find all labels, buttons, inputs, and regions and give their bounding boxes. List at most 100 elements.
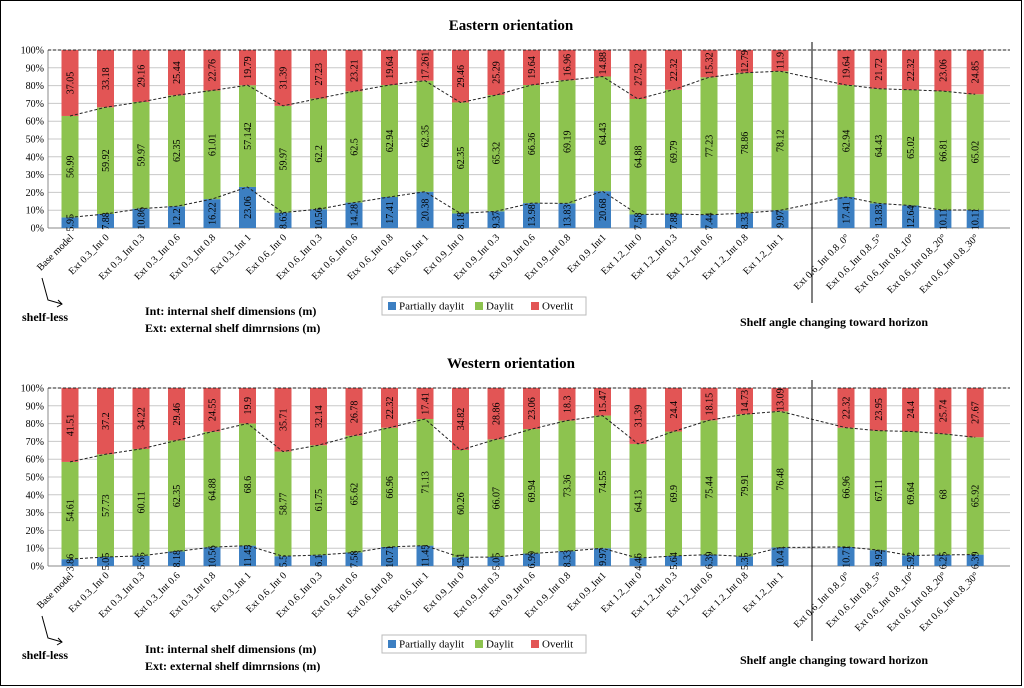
data-label-daylit: 57.142: [243, 122, 254, 150]
data-label-partially-daylit: 4.46: [634, 553, 645, 571]
bar-overlit: [168, 388, 185, 441]
bar-overlit: [902, 388, 920, 432]
data-label-daylit: 59.97: [279, 148, 290, 171]
trend-line-partially-daylit: [69, 186, 976, 218]
bar-overlit: [97, 388, 114, 455]
y-tick-label: 60%: [26, 117, 44, 128]
legend-label: Partially daylit: [399, 639, 464, 651]
data-label-partially-daylit: 6.1: [314, 554, 325, 567]
data-label-overlit: 31.39: [279, 67, 290, 90]
data-label-overlit: 17.261: [421, 52, 432, 80]
data-label-daylit: 73.36: [563, 475, 574, 498]
angle-note: Shelf angle changing toward horizon: [740, 315, 928, 329]
y-tick-label: 70%: [26, 99, 44, 110]
y-tick-label: 0%: [31, 224, 44, 235]
data-label-daylit: 68: [938, 489, 949, 499]
bar-daylit: [381, 427, 398, 547]
bar-partially-daylit: [629, 214, 647, 228]
data-label-partially-daylit: 17.41: [842, 201, 853, 224]
data-label-partially-daylit: 5.35: [740, 552, 751, 570]
bar-partially-daylit: [934, 554, 952, 566]
bar-partially-daylit: [452, 557, 469, 566]
data-label-overlit: 22.32: [385, 397, 396, 420]
bar-overlit: [558, 50, 576, 81]
bar-overlit: [310, 388, 327, 446]
bar-overlit: [203, 388, 221, 432]
bar-daylit: [629, 443, 647, 559]
y-tick-label: 100%: [21, 46, 44, 57]
data-label-overlit: 25.44: [172, 61, 183, 84]
data-label-partially-daylit: 8.92: [874, 549, 885, 567]
data-label-partially-daylit: 5.95: [66, 214, 77, 232]
bar-partially-daylit: [558, 551, 576, 566]
data-label-daylit: 66.81: [938, 139, 949, 162]
data-label-partially-daylit: 6.25: [938, 552, 949, 570]
data-label-daylit: 59.97: [137, 144, 148, 167]
data-label-overlit: 11.9: [776, 52, 787, 69]
bar-overlit: [97, 50, 114, 108]
bar-overlit: [665, 50, 682, 90]
chart-title: Western orientation: [447, 356, 576, 372]
data-label-overlit: 24.55: [208, 399, 219, 422]
legend-swatch: [531, 302, 539, 310]
bar-daylit: [168, 440, 185, 552]
bar-overlit: [771, 50, 789, 72]
bar-partially-daylit: [487, 557, 505, 566]
data-label-overlit: 29.16: [137, 65, 148, 88]
legend-label: Overlit: [542, 301, 573, 313]
bar-daylit: [934, 433, 952, 555]
bar-overlit: [934, 50, 952, 92]
data-label-partially-daylit: 4.91: [456, 553, 467, 571]
data-label-daylit: 69.9: [669, 485, 680, 503]
bar-overlit: [381, 388, 398, 428]
bar-overlit: [902, 50, 920, 90]
bar-partially-daylit: [966, 554, 984, 566]
bar-overlit: [594, 50, 611, 77]
bar-overlit: [966, 50, 984, 95]
ext-definition: Ext: external shelf dimrnsions (m): [145, 321, 320, 335]
bar-daylit: [381, 84, 398, 198]
data-label-overlit: 23.06: [938, 59, 949, 82]
bar-daylit: [452, 449, 469, 558]
bar-daylit: [61, 461, 79, 560]
data-label-overlit: 27.52: [634, 63, 645, 86]
data-label-partially-daylit: 11.45: [421, 545, 432, 567]
data-label-daylit: 62.35: [421, 125, 432, 148]
bar-overlit: [61, 50, 79, 116]
bar-partially-daylit: [837, 197, 855, 228]
bar-partially-daylit: [132, 208, 150, 228]
data-label-partially-daylit: 5.05: [101, 553, 112, 571]
y-tick-label: 0%: [31, 562, 44, 573]
data-label-daylit: 62.5: [350, 138, 361, 156]
data-label-overlit: 19.64: [385, 56, 396, 79]
bar-overlit: [381, 50, 398, 85]
angle-note: Shelf angle changing toward horizon: [740, 653, 928, 667]
bar-partially-daylit: [771, 210, 789, 228]
y-tick-label: 30%: [26, 170, 44, 181]
data-label-overlit: 35.71: [279, 409, 290, 432]
data-label-overlit: 14.73: [740, 390, 751, 413]
data-label-partially-daylit: 8.18: [172, 550, 183, 568]
bar-overlit: [700, 50, 718, 78]
bar-daylit: [869, 430, 887, 551]
bar-partially-daylit: [966, 210, 984, 228]
data-label-daylit: 66.96: [385, 476, 396, 499]
data-label-overlit: 31.39: [634, 405, 645, 428]
data-label-overlit: 12.79: [740, 50, 751, 73]
data-label-overlit: 22.32: [842, 397, 853, 420]
bar-partially-daylit: [203, 199, 221, 228]
data-label-daylit: 64.88: [634, 146, 645, 169]
data-label-daylit: 64.43: [874, 135, 885, 158]
data-label-overlit: 29.46: [456, 65, 467, 88]
data-label-daylit: 54.61: [66, 499, 77, 522]
y-tick-label: 50%: [26, 135, 44, 146]
data-label-partially-daylit: 7.58: [634, 213, 645, 231]
data-label-daylit: 60.11: [137, 491, 148, 513]
data-label-daylit: 64.88: [208, 478, 219, 501]
bar-daylit: [523, 84, 540, 204]
data-label-daylit: 60.26: [456, 492, 467, 514]
bar-partially-daylit: [523, 203, 540, 228]
trend-line-partially-daylit: [69, 545, 976, 560]
data-label-partially-daylit: 9.37: [492, 211, 503, 229]
